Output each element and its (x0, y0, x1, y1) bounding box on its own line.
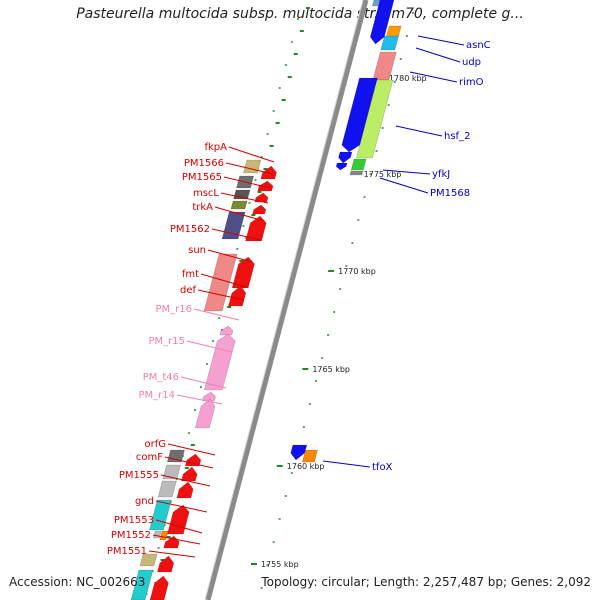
rna-PM_r15-arrow (203, 333, 236, 391)
gene-arrow-hsf_2 (341, 77, 378, 153)
label-leader-yfkJ (382, 169, 431, 175)
map-title: Pasteurella multocida subsp. multocida s… (76, 6, 524, 22)
gene-label-tfoX: tfoX (372, 462, 393, 473)
gene-label-PM_r14: PM_r14 (139, 390, 176, 401)
label-leader-fkpA (228, 146, 275, 163)
gene-arrow-comF (180, 466, 198, 482)
gene-label-def: def (180, 285, 197, 296)
label-leader-PM_r16 (193, 308, 240, 321)
gene-arrow-mscL (252, 204, 267, 215)
label-leader-comF (164, 456, 214, 469)
kbp-label: 1755 kbp (261, 560, 299, 569)
gene-arrow-trkA (245, 215, 267, 242)
label-leader-rimO (409, 71, 458, 83)
label-leader-hsf_2 (395, 125, 443, 137)
gene-label-PM1555: PM1555 (119, 470, 159, 481)
label-leader-PM1566 (225, 162, 274, 175)
gene-arrow-yfkJ (338, 151, 353, 164)
gene-orfG-box (166, 449, 185, 463)
kbp-label: 1775 kbp (364, 170, 402, 179)
gene-label-rimO: rimO (459, 77, 484, 88)
topology-text: Topology: circular; Length: 2,257,487 bp… (261, 575, 591, 589)
label-leader-PM_t46 (180, 376, 227, 389)
label-leader-PM1552 (152, 534, 201, 545)
kbp-label: 1765 kbp (312, 365, 350, 374)
gene-arrow-PM1565 (254, 192, 269, 203)
gene-arrow-PM1551 (157, 555, 175, 573)
backbone-line (205, 0, 369, 600)
gene-trkA-box (221, 211, 246, 240)
gene-label-asnC: asnC (466, 40, 491, 51)
gene-label-PM1562: PM1562 (170, 224, 210, 235)
gene-label-PM_t46: PM_t46 (143, 372, 179, 383)
gene-label-PM1566: PM1566 (184, 158, 224, 169)
label-leader-def (197, 289, 245, 301)
gene-label-sun: sun (188, 245, 206, 256)
kbp-label: 1770 kbp (338, 267, 376, 276)
gene-arrow-yfkJ-2 (335, 162, 348, 171)
label-leader-PM1553 (155, 519, 203, 534)
gene-label-PM_r16: PM_r16 (156, 304, 193, 315)
label-leader-PM1555 (160, 474, 211, 487)
label-leader-PM1551 (148, 550, 196, 558)
gene-yfkJ-box (350, 158, 367, 171)
gene-label-PM1568: PM1568 (430, 188, 470, 199)
rna-PM_r16-arrow (219, 325, 234, 336)
gene-label-PM1552: PM1552 (111, 530, 151, 541)
gene-label-yfkJ: yfkJ (432, 169, 450, 180)
gene-label-orfG: orfG (145, 439, 167, 450)
accession-text: Accession: NC_002663 (9, 575, 146, 589)
gene-label-fkpA: fkpA (205, 142, 228, 153)
gene-arrow-asnC (369, 0, 395, 45)
gene-asnC-box (385, 25, 402, 38)
gene-tfoX-box (301, 449, 318, 463)
gene-mscL-box (230, 200, 248, 210)
gene-label-trkA: trkA (192, 202, 213, 213)
label-leader-PM1562 (211, 228, 262, 241)
label-leader-fmt (200, 273, 247, 288)
rna-PM_r14-arrow (194, 398, 216, 429)
gene-PM1551-box (139, 553, 158, 567)
gene-PM1568-box (349, 170, 364, 176)
gene-label-PM1553: PM1553 (114, 515, 154, 526)
label-leader-asnC (417, 35, 465, 46)
gene-PM1555-box (157, 480, 177, 498)
gene-gnd-box (149, 499, 172, 531)
label-leader-udp (415, 47, 461, 63)
gene-arrow-tfoX (290, 444, 308, 461)
gene-bottom-box (130, 569, 154, 600)
label-leader-mscL (220, 192, 269, 204)
label-leader-PM_r14 (176, 394, 223, 405)
label-leader-PM1568 (379, 177, 429, 194)
gene-arrow-PM1566 (257, 180, 274, 192)
gene-PM1553-box (152, 530, 162, 539)
gene-label-mscL: mscL (193, 188, 219, 199)
backbone-line-highlight (204, 0, 364, 600)
gene-label-comF: comF (136, 452, 163, 463)
label-leader-orfG (167, 443, 216, 456)
kbp-label: 1780 kbp (389, 74, 427, 83)
gene-arrow-PM1555 (176, 481, 194, 499)
label-leader-gnd (155, 500, 208, 513)
label-leader-sun (207, 249, 253, 263)
gene-arrow-bottom (149, 575, 169, 600)
label-leader-PM1565 (223, 176, 271, 189)
gene-label-hsf_2: hsf_2 (444, 131, 470, 142)
gene-label-PM_r15: PM_r15 (149, 336, 186, 347)
gene-label-fmt: fmt (182, 269, 199, 280)
gene-label-PM1551: PM1551 (107, 546, 147, 557)
kbp-label: 1760 kbp (287, 462, 325, 471)
gene-udp-box (380, 35, 399, 51)
label-leader-trkA (214, 206, 265, 222)
gene-label-PM1565: PM1565 (182, 172, 222, 183)
gene-hsf_2-box (356, 79, 394, 159)
gene-arrow-gnd (167, 504, 190, 535)
label-leader-PM_r15 (186, 340, 233, 353)
gene-label-udp: udp (462, 57, 481, 68)
gene-label-gnd: gnd (135, 496, 154, 507)
gene-arrow-fmt (228, 285, 247, 307)
label-leader-tfoX (322, 460, 371, 468)
